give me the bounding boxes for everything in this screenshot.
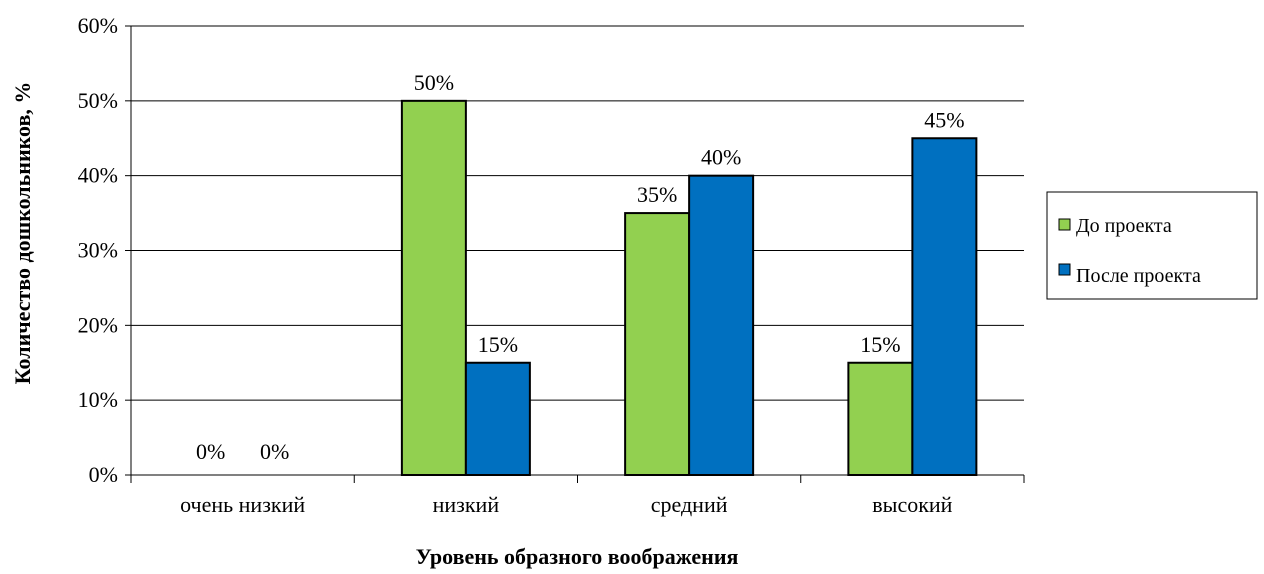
y-tick-label: 60% (78, 13, 118, 38)
axes (125, 25, 1025, 483)
legend-label-after: После проекта (1076, 265, 1201, 287)
legend-label-before: До проекта (1076, 215, 1172, 237)
bar-before (400, 99, 467, 476)
legend-swatch-after (1058, 263, 1071, 276)
data-label: 0% (260, 439, 289, 464)
data-label: 40% (701, 145, 741, 170)
data-label: 50% (414, 70, 454, 95)
y-tick-labels: 0% 10% 20% 30% 40% 50% 60% (78, 13, 118, 487)
y-tick-label: 50% (78, 88, 118, 113)
bars (400, 99, 978, 477)
data-label: 0% (196, 439, 225, 464)
y-tick-label: 20% (78, 312, 118, 337)
x-tick-label: очень низкий (180, 492, 305, 517)
x-tick-label: высокий (872, 492, 952, 517)
y-tick-label: 30% (78, 238, 118, 263)
x-axis-title: Уровень образного воображения (416, 544, 739, 569)
y-tick-label: 0% (89, 462, 118, 487)
data-labels: 0% 0% 50% 15% 35% 40% 15% 45% (196, 70, 965, 464)
legend-swatch-before (1058, 218, 1071, 231)
y-tick-label: 40% (78, 163, 118, 188)
x-tick-label: средний (651, 492, 728, 517)
legend-frame (1046, 191, 1258, 300)
bar-after (911, 137, 978, 476)
bar-before (624, 212, 691, 476)
x-tick-label: низкий (433, 492, 500, 517)
data-label: 15% (478, 332, 518, 357)
legend: До проекта После проекта (1046, 191, 1258, 300)
x-tick-labels: очень низкий низкий средний высокий (180, 492, 953, 517)
y-tick-label: 10% (78, 387, 118, 412)
data-label: 15% (860, 332, 900, 357)
data-label: 45% (924, 107, 964, 132)
bar-before (847, 361, 914, 476)
bar-after (688, 174, 755, 477)
bar-after (464, 361, 531, 476)
y-axis-title: Количество дошкольников, % (10, 82, 35, 385)
data-label: 35% (637, 182, 677, 207)
